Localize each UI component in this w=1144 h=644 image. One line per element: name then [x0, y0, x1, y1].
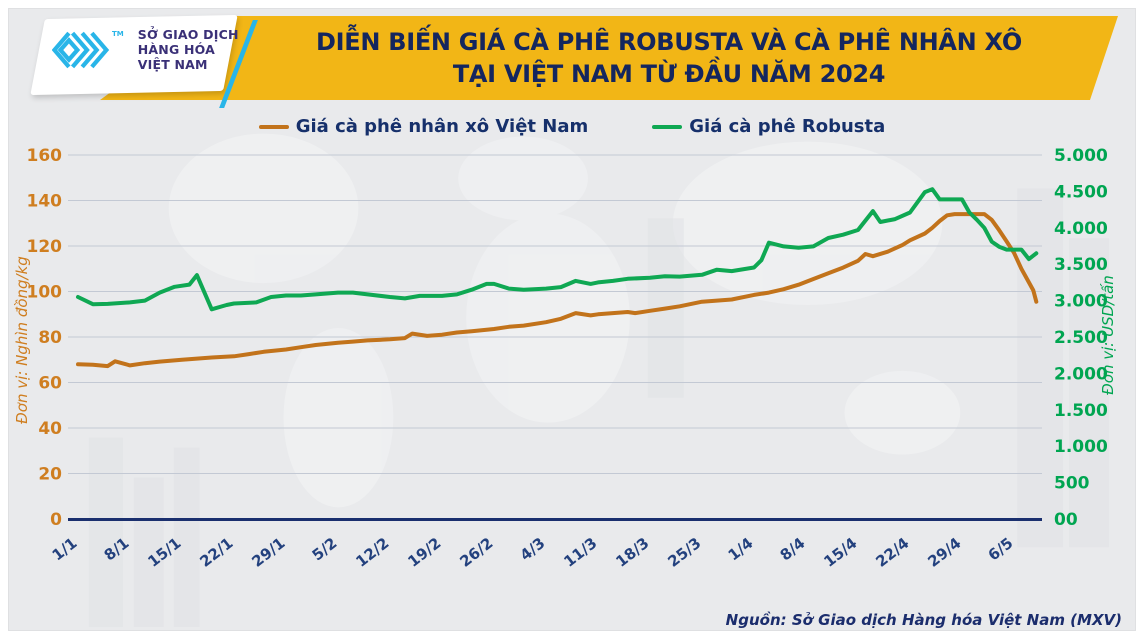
chart-background-canvas	[8, 8, 1136, 631]
y-right-tick-label: 3.500	[1054, 255, 1108, 275]
y-left-tick-label: 0	[50, 510, 62, 530]
y-right-axis-title: Đơn vị: USD/tấn	[1099, 275, 1117, 395]
legend-dash-icon-1	[652, 124, 683, 129]
legend-item-0: Giá cà phê nhân xô Việt Nam	[258, 116, 589, 137]
x-tick-label: 6/5	[985, 534, 1017, 564]
y-left-tick-label: 120	[27, 237, 63, 257]
x-tick-label: 1/4	[725, 534, 757, 564]
logo-org-line1: SỞ GIAO DỊCH	[137, 27, 239, 42]
y-right-tick-label: 2.000	[1054, 364, 1108, 384]
y-right-tick-label: 5.000	[1054, 146, 1108, 166]
y-left-tick-label: 140	[27, 192, 63, 212]
x-tick-label: 1/1	[49, 534, 81, 564]
x-tick-label: 19/2	[404, 534, 444, 571]
source-note: Nguồn: Sở Giao dịch Hàng hóa Việt Nam (M…	[725, 611, 1122, 629]
y-left-tick-label: 100	[27, 283, 63, 303]
mxv-logo-card: TM SỞ GIAO DỊCH HÀNG HÓA VIỆT NAM	[30, 14, 238, 96]
x-tick-label: 29/4	[924, 534, 964, 571]
x-tick-label: 25/3	[664, 534, 704, 571]
legend-label-0: Giá cà phê nhân xô Việt Nam	[295, 116, 589, 137]
legend-dash-icon-0	[258, 124, 289, 129]
x-tick-label: 29/1	[248, 534, 288, 571]
x-tick-label: 15/1	[144, 534, 184, 571]
y-right-tick-label: 1.000	[1054, 437, 1108, 457]
y-right-tick-label: 500	[1054, 474, 1090, 494]
title-banner: DIỄN BIẾN GIÁ CÀ PHÊ ROBUSTA VÀ CÀ PHÊ N…	[100, 16, 1118, 100]
y-right-tick-label: 4.500	[1054, 182, 1108, 202]
logo-org-line3: VIỆT NAM	[137, 57, 208, 72]
series-line-1	[76, 187, 1039, 312]
y-left-tick-label: 60	[38, 374, 62, 394]
trademark-symbol: TM	[112, 29, 124, 38]
series-line-0	[76, 212, 1039, 369]
legend-item-1: Giá cà phê Robusta	[652, 116, 885, 137]
y-right-tick-label: 3.000	[1054, 292, 1108, 312]
x-tick-label: 5/2	[309, 534, 341, 564]
legend-label-1: Giá cà phê Robusta	[689, 116, 886, 137]
y-right-tick-label: 1.500	[1054, 401, 1108, 421]
x-tick-label: 8/4	[777, 534, 809, 564]
page-title-line2: TẠI VIỆT NAM TỪ ĐẦU NĂM 2024	[452, 60, 886, 88]
y-left-tick-label: 20	[38, 465, 62, 485]
x-tick-label: 18/3	[612, 534, 652, 571]
page-title-line1: DIỄN BIẾN GIÁ CÀ PHÊ ROBUSTA VÀ CÀ PHÊ N…	[316, 28, 1022, 56]
y-left-tick-label: 160	[27, 146, 63, 166]
x-tick-label: 26/2	[456, 534, 496, 571]
logo-org-name: SỞ GIAO DỊCH HÀNG HÓA VIỆT NAM	[138, 27, 239, 72]
mxv-logo-icon	[52, 31, 110, 68]
y-left-tick-label: 40	[38, 419, 62, 439]
logo-org-line2: HÀNG HÓA	[137, 42, 215, 57]
x-tick-label: 15/4	[820, 534, 860, 571]
x-tick-label: 12/2	[352, 534, 392, 571]
chart-legend: Giá cà phê nhân xô Việt Nam Giá cà phê Ro…	[0, 116, 1144, 137]
y-left-tick-label: 80	[38, 328, 62, 348]
y-right-tick-label: 2.500	[1054, 328, 1108, 348]
x-tick-label: 22/4	[872, 534, 912, 571]
y-left-axis-title: Đơn vị: Nghìn đồng/kg	[13, 256, 31, 424]
y-right-tick-label: 00	[1054, 510, 1078, 530]
x-tick-label: 4/3	[517, 534, 549, 564]
x-tick-label: 8/1	[101, 534, 133, 564]
x-tick-label: 11/3	[560, 534, 600, 571]
y-right-tick-label: 4.000	[1054, 219, 1108, 239]
x-tick-label: 22/1	[196, 534, 236, 571]
